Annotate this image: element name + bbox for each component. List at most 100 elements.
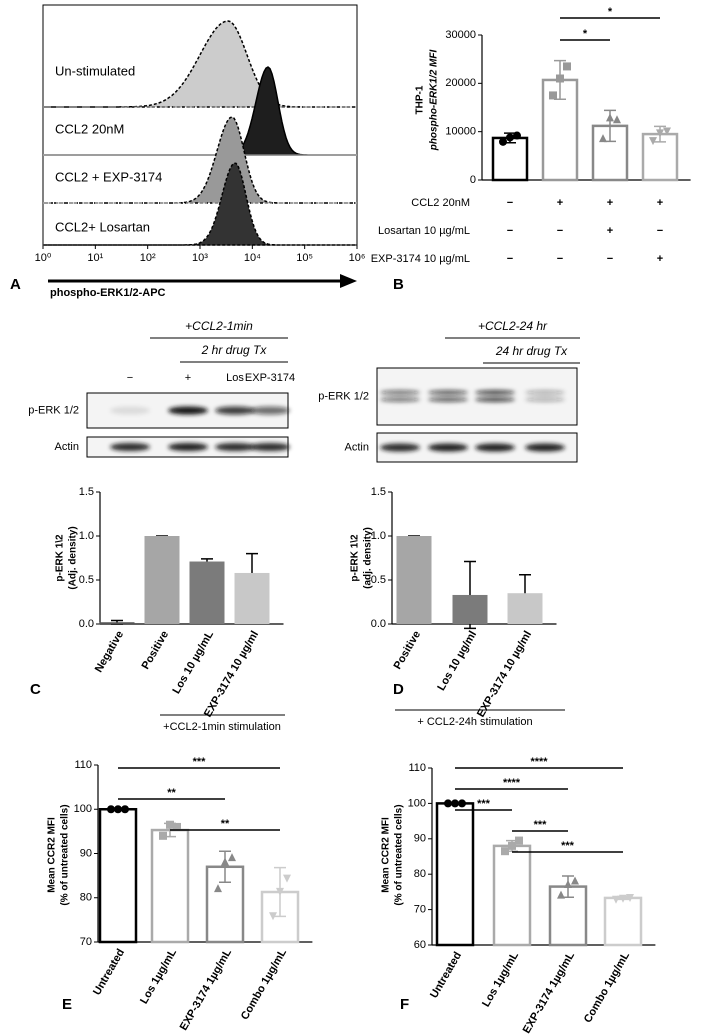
significance-label: * (583, 28, 588, 40)
sample-label: CCL2 20nM (55, 121, 124, 136)
band (525, 397, 565, 402)
data-point (499, 137, 507, 146)
data-point (656, 129, 664, 138)
x-tick-label: 10¹ (87, 252, 103, 264)
data-point (571, 876, 579, 885)
error-bar (219, 850, 231, 884)
condition-label: Losartan 10 µg/mL (378, 225, 470, 237)
significance-label: *** (477, 798, 491, 810)
y-axis-label: p-ERK 1\2 (350, 534, 361, 582)
arrow-head (340, 274, 357, 288)
y-tick-label: 100 (408, 797, 426, 809)
band (380, 443, 420, 452)
data-point (501, 847, 509, 856)
band (525, 443, 565, 452)
x-tick-label: 10² (140, 252, 156, 264)
data-point (626, 894, 634, 903)
condition-sign: − (507, 253, 513, 265)
y-tick-label: 1.5 (79, 486, 94, 498)
x-tick-label: Los 1µg/mL (480, 950, 521, 1009)
condition-sign: + (607, 225, 613, 237)
band (380, 390, 420, 395)
band (428, 397, 468, 402)
x-tick-label: 10³ (192, 252, 208, 264)
x-tick-label: Combo 1µg/mL (239, 947, 289, 1022)
data-point (444, 799, 452, 808)
bar (150, 828, 190, 944)
panel-letter: B (393, 276, 404, 293)
significance-label: **** (503, 777, 521, 789)
band (475, 443, 515, 452)
data-point (107, 805, 115, 814)
x-tick-label: Negative (93, 629, 126, 675)
data-point (613, 115, 621, 124)
x-tick-label: Positive (140, 629, 171, 672)
bar (492, 844, 532, 947)
data-point (619, 894, 627, 903)
blot-header: +CCL2-1min (185, 319, 253, 333)
significance-label: ** (221, 818, 230, 830)
x-tick-label: 10⁵ (296, 252, 313, 264)
band (168, 406, 208, 415)
blot-row-label: Actin (345, 441, 369, 453)
x-tick-label: Combo 1µg/mL (582, 950, 632, 1025)
y-axis-label: p-ERK 1\2 (55, 534, 66, 582)
lane-label: Los (226, 372, 244, 384)
y-tick-label: 0.0 (371, 618, 386, 630)
y-tick-label: 80 (414, 868, 426, 880)
data-point (228, 853, 236, 862)
data-point (513, 131, 521, 140)
y-tick-label: 70 (414, 904, 426, 916)
data-point (508, 841, 516, 850)
band (475, 397, 515, 402)
data-point (606, 113, 614, 122)
x-tick-label: Untreated (91, 947, 127, 997)
bar (234, 572, 270, 624)
x-tick-label: Positive (392, 629, 423, 672)
x-tick-label: 10⁶ (349, 252, 366, 264)
blot-header: +CCL2-24 hr (478, 319, 548, 333)
blot-subheader: 2 hr drug Tx (201, 343, 268, 357)
y-tick-label: 60 (414, 939, 426, 951)
blot-subheader: 24 hr drug Tx (495, 344, 568, 358)
data-point (563, 62, 571, 71)
condition-sign: + (607, 197, 613, 209)
y-axis-label: (% of untreated cells) (60, 804, 71, 905)
band (250, 406, 290, 415)
significance-label: * (608, 6, 613, 18)
data-point (649, 137, 657, 146)
x-tick-label: Los 1µg/mL (138, 947, 179, 1006)
note: +CCL2-1min stimulation (163, 721, 281, 733)
lane-label: + (185, 372, 191, 384)
y-axis-label: (Adj. density) (68, 526, 79, 589)
y-tick-label: 90 (80, 847, 92, 859)
data-point (283, 874, 291, 883)
sample-label: Un-stimulated (55, 63, 135, 78)
condition-label: EXP-3174 10 µg/mL (371, 253, 470, 265)
y-tick-label: 0 (470, 174, 476, 186)
histogram (44, 162, 356, 246)
x-tick-label: Untreated (428, 950, 464, 1000)
data-point (515, 836, 523, 845)
condition-sign: − (607, 253, 613, 265)
lane-label: EXP-3174 (245, 372, 295, 384)
significance-label: **** (530, 756, 548, 768)
blot-row-label: Actin (55, 441, 79, 453)
data-point (114, 805, 122, 814)
data-point (599, 134, 607, 143)
sample-label: CCL2+ Losartan (55, 219, 150, 234)
y-tick-label: 80 (80, 892, 92, 904)
condition-sign: + (657, 253, 663, 265)
bar (435, 802, 475, 947)
x-tick-label: Los 10 µg/ml (435, 629, 479, 693)
x-axis-label: phospho-ERK1/2-APC (50, 287, 166, 299)
band (110, 406, 150, 415)
data-point (556, 74, 564, 83)
data-point (221, 857, 229, 866)
y-tick-label: 1.5 (371, 486, 386, 498)
data-point (612, 895, 620, 904)
y-tick-label: 0.0 (79, 618, 94, 630)
band (168, 443, 208, 451)
bar (98, 808, 138, 944)
bar (603, 896, 643, 947)
